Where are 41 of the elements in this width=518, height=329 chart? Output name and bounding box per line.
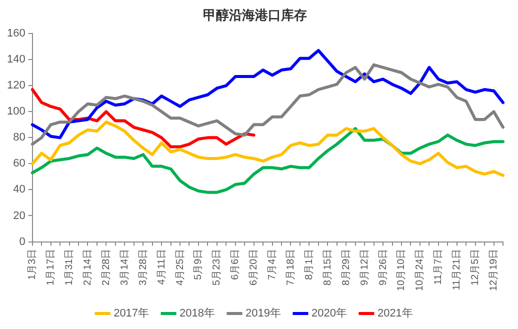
legend-label: 2018年 [180, 308, 216, 320]
x-tick-label: 10月10日 [396, 248, 408, 292]
x-tick-label: 11月7日 [433, 248, 444, 285]
y-tick-label: 100 [6, 106, 26, 118]
x-tick-label: 2月28日 [100, 248, 112, 286]
x-tick-label: 2月14日 [82, 248, 94, 286]
x-tick-label: 12月5日 [470, 248, 482, 286]
x-tick-label: 9月12日 [359, 248, 370, 286]
x-tick-label: 5月9日 [193, 248, 204, 280]
x-tick-label: 10月24日 [414, 248, 426, 292]
y-tick-label: 40 [13, 184, 26, 196]
legend-label: 2021年 [377, 308, 413, 320]
x-tick-label: 12月19日 [488, 248, 500, 292]
x-tick-label: 1月31日 [64, 248, 76, 286]
legend-label: 2019年 [246, 308, 281, 320]
legend-label: 2017年 [114, 308, 150, 320]
x-tick-label: 1月3日 [27, 248, 38, 280]
x-tick-label: 3月14日 [119, 248, 130, 286]
legend-label: 2020年 [311, 308, 347, 320]
y-tick-label: 140 [6, 54, 26, 66]
x-tick-label: 7月4日 [267, 248, 278, 280]
x-tick-label: 1月17日 [46, 248, 57, 286]
x-tick-label: 9月26日 [378, 248, 389, 286]
x-tick-label: 4月11日 [156, 248, 168, 285]
chart-title: 甲醇沿海港口库存 [203, 7, 307, 22]
x-tick-label: 7月18日 [285, 248, 296, 286]
y-tick-label: 0 [19, 236, 26, 248]
y-tick-label: 60 [13, 158, 26, 170]
x-tick-label: 5月23日 [212, 248, 223, 286]
x-tick-label: 6月6日 [230, 248, 242, 280]
y-tick-label: 120 [6, 80, 26, 92]
y-tick-label: 20 [13, 210, 26, 222]
x-tick-label: 8月29日 [340, 248, 352, 286]
x-tick-label: 4月25日 [174, 248, 186, 286]
x-tick-label: 11月21日 [452, 248, 463, 290]
x-tick-label: 8月15日 [322, 248, 334, 286]
x-tick-label: 8月1日 [304, 248, 315, 280]
x-tick-label: 3月28日 [138, 248, 149, 286]
x-tick-label: 6月20日 [248, 248, 260, 286]
y-tick-label: 80 [13, 132, 26, 144]
y-tick-label: 160 [6, 28, 26, 40]
